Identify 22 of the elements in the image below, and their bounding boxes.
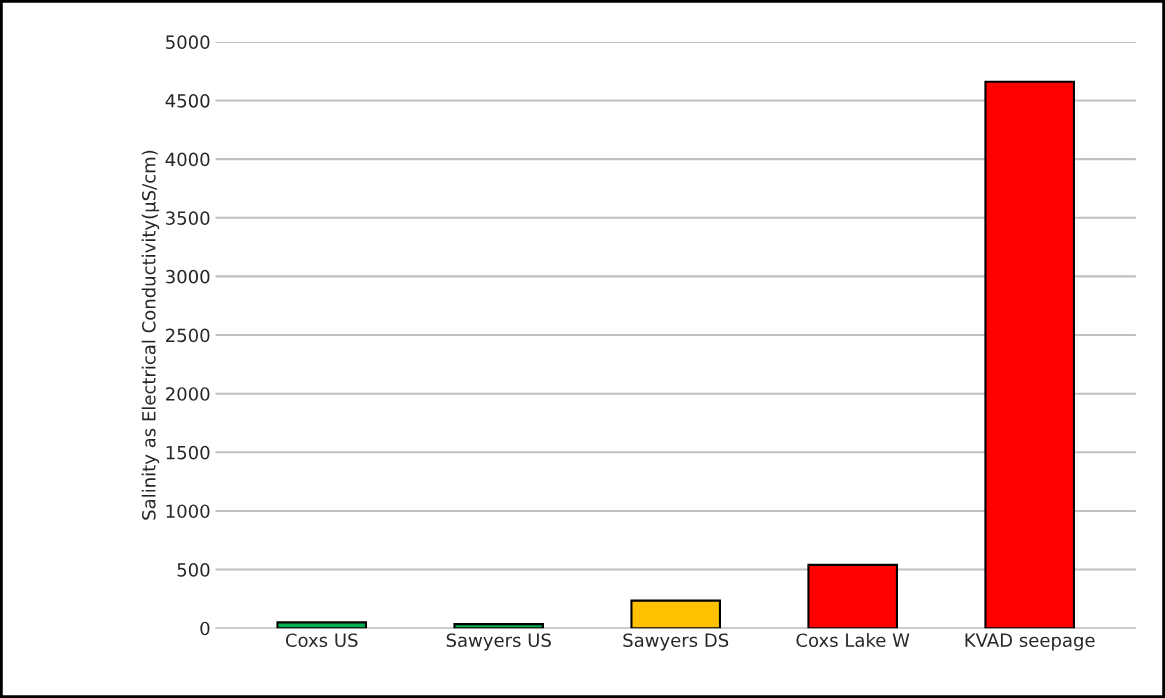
y-tick-label: 0 xyxy=(200,621,210,636)
y-tick-label: 1000 xyxy=(166,504,210,519)
y-tick-label: 4000 xyxy=(165,152,210,167)
x-tick-label: Sawyers DS xyxy=(623,633,729,651)
y-tick-label: 3000 xyxy=(166,269,210,284)
y-axis-title: Salinity as Electrical Conductivity(µS/cm) xyxy=(141,150,160,520)
y-tick-label: 500 xyxy=(177,563,210,577)
x-tick-label: Coxs Lake W xyxy=(796,633,910,648)
x-tick-label: Sawyers US xyxy=(446,633,551,651)
y-tick-label: 2500 xyxy=(166,328,210,343)
y-tick-label: 1500 xyxy=(166,445,210,460)
x-tick-label: KVAD seepage xyxy=(965,633,1095,651)
bar xyxy=(630,599,721,629)
bar xyxy=(984,80,1075,629)
x-tick-label: Coxs US xyxy=(285,633,358,648)
y-tick-label: 2000 xyxy=(166,387,210,401)
bar xyxy=(807,563,898,629)
y-tick-label: 3500 xyxy=(166,211,210,225)
bar xyxy=(276,621,368,629)
y-tick-label: 4500 xyxy=(165,93,210,108)
y-tick-label: 5000 xyxy=(166,35,210,49)
bar xyxy=(453,623,544,629)
